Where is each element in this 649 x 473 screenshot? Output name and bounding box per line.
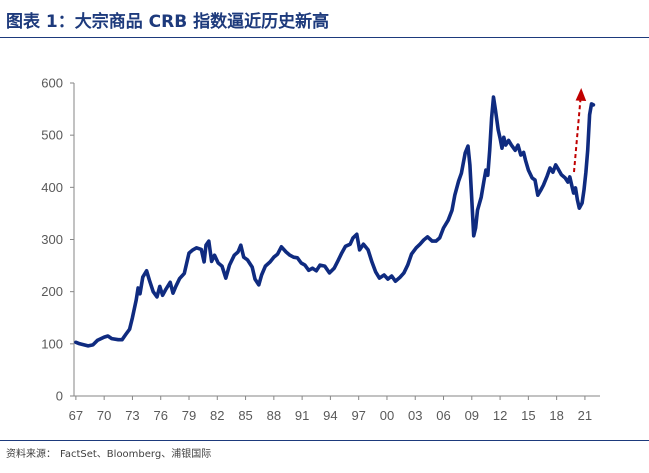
y-axis-ticks: 0 100 200 300 400 500 600 bbox=[41, 76, 74, 404]
x-tick-label: 82 bbox=[210, 408, 224, 423]
x-tick-label: 03 bbox=[408, 408, 422, 423]
figure-title: 图表 1：大宗商品 CRB 指数逼近历史新高 bbox=[6, 12, 330, 32]
x-tick-label: 09 bbox=[465, 408, 479, 423]
x-axis-ticks: 67 70 73 76 79 82 85 88 91 94 97 00 03 06 09 12 15 18 21 bbox=[69, 396, 592, 423]
source-label: 资料来源： bbox=[6, 449, 56, 460]
x-tick-label: 88 bbox=[267, 408, 281, 423]
x-tick-label: 79 bbox=[182, 408, 196, 423]
x-tick-label: 97 bbox=[351, 408, 365, 423]
x-tick-label: 06 bbox=[436, 408, 450, 423]
x-tick-label: 73 bbox=[125, 408, 139, 423]
source-note: 资料来源： FactSet、Bloomberg、浦银国际 bbox=[6, 448, 211, 461]
x-tick-label: 67 bbox=[69, 408, 83, 423]
x-tick-label: 18 bbox=[549, 408, 563, 423]
y-tick-label: 400 bbox=[41, 180, 63, 195]
x-tick-label: 12 bbox=[493, 408, 507, 423]
x-tick-label: 70 bbox=[97, 408, 111, 423]
uptrend-arrow-annotation bbox=[573, 88, 587, 173]
x-tick-label: 00 bbox=[380, 408, 394, 423]
title-rule bbox=[0, 37, 649, 38]
y-tick-label: 500 bbox=[41, 128, 63, 143]
arrow-head bbox=[575, 88, 587, 101]
y-tick-label: 0 bbox=[56, 389, 63, 404]
x-tick-label: 76 bbox=[153, 408, 167, 423]
x-tick-label: 15 bbox=[521, 408, 535, 423]
x-tick-label: 21 bbox=[578, 408, 592, 423]
y-tick-label: 100 bbox=[41, 336, 63, 351]
x-tick-label: 85 bbox=[238, 408, 252, 423]
y-tick-label: 600 bbox=[41, 76, 63, 91]
y-tick-label: 200 bbox=[41, 284, 63, 299]
x-tick-label: 91 bbox=[295, 408, 309, 423]
series-layer bbox=[74, 95, 596, 348]
y-tick-label: 300 bbox=[41, 232, 63, 247]
source-text: FactSet、Bloomberg、浦银国际 bbox=[60, 449, 212, 460]
crb-index-line bbox=[74, 95, 596, 348]
source-rule bbox=[0, 440, 649, 441]
x-tick-label: 94 bbox=[323, 408, 337, 423]
arrow-shaft bbox=[573, 99, 582, 173]
